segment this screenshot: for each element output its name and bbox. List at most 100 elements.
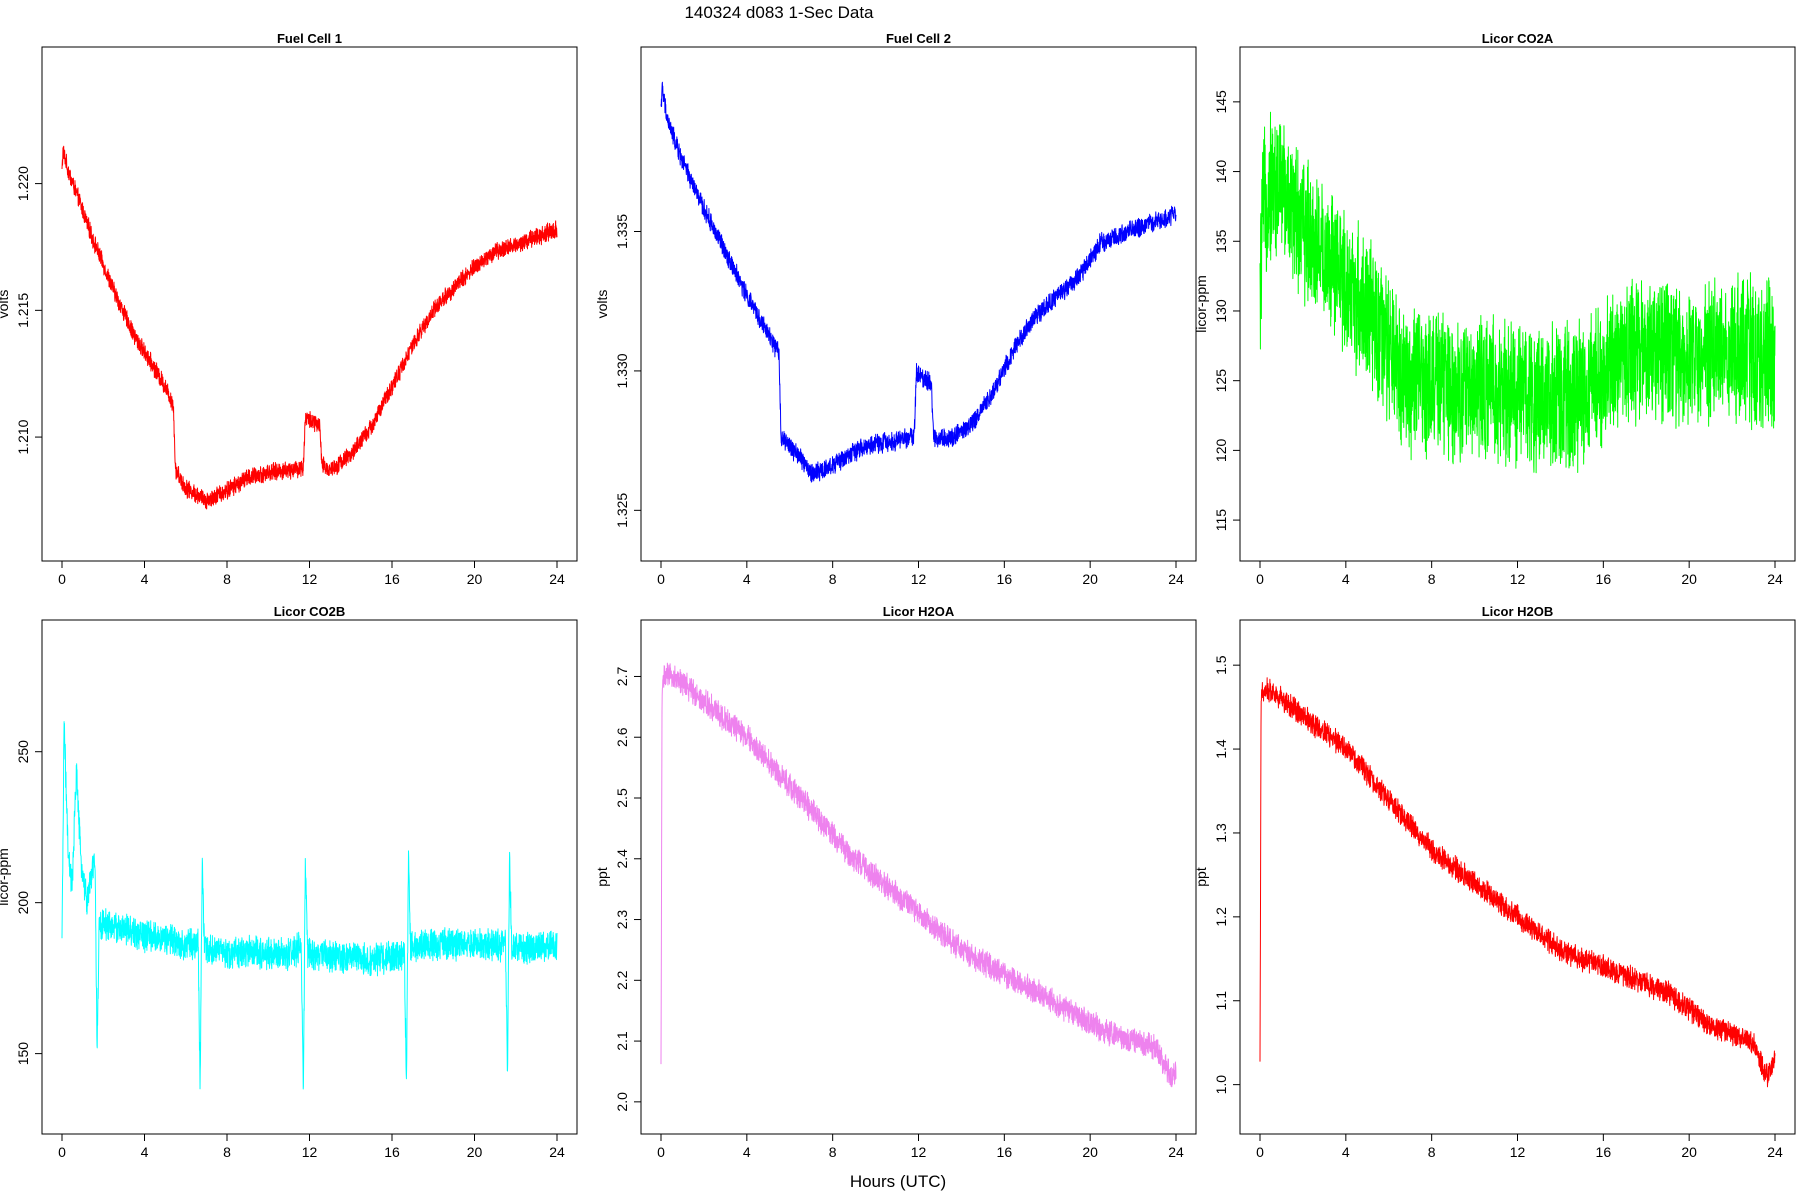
x-tick-label: 12 <box>1510 571 1526 587</box>
y-tick-label: 1.330 <box>614 353 630 388</box>
panel-title: Licor H2OB <box>1482 604 1554 619</box>
x-tick-label: 24 <box>549 571 565 587</box>
x-tick-label: 8 <box>829 571 837 587</box>
panel-4: Licor CO2B licor-ppm 0 4 8 12 16 20 24 150 200 250 <box>0 604 578 1160</box>
y-axis-label: ppt <box>1193 867 1209 887</box>
y-tick-label: 2.7 <box>614 667 630 687</box>
x-tick-label: 20 <box>1082 1144 1098 1160</box>
panel-title: Licor H2OA <box>883 604 955 619</box>
x-tick-label: 4 <box>1342 1144 1350 1160</box>
x-tick-label: 16 <box>997 571 1013 587</box>
panel-title: Licor CO2A <box>1482 31 1554 46</box>
x-tick-label: 16 <box>384 1144 400 1160</box>
series-line <box>660 81 1177 483</box>
x-tick-label: 20 <box>467 571 483 587</box>
panel-1: Fuel Cell 1 volts 0 4 8 12 16 20 24 1.210 1.215 1.2… <box>0 31 578 587</box>
x-tick-label: 12 <box>911 1144 927 1160</box>
x-tick-label: 12 <box>302 1144 318 1160</box>
y-tick-label: 135 <box>1213 229 1229 253</box>
y-tick-label: 2.1 <box>614 1031 630 1051</box>
x-tick-label: 24 <box>1168 571 1184 587</box>
x-tick-label: 12 <box>302 571 318 587</box>
panel-title: Fuel Cell 2 <box>886 31 951 46</box>
y-tick-label: 2.6 <box>614 727 630 747</box>
y-tick-label: 1.2 <box>1213 907 1229 927</box>
x-tick-label: 24 <box>1767 571 1783 587</box>
x-tick-label: 4 <box>141 1144 149 1160</box>
y-tick-label: 145 <box>1213 90 1229 114</box>
x-tick-label: 20 <box>1082 571 1098 587</box>
y-tick-label: 200 <box>15 891 31 915</box>
x-tick-label: 16 <box>1596 1144 1612 1160</box>
chart-panels: Fuel Cell 1 volts 0 4 8 12 16 20 24 1.210 1.215 1.2… <box>0 31 1796 1160</box>
y-tick-label: 130 <box>1213 299 1229 323</box>
y-tick-label: 125 <box>1213 369 1229 393</box>
x-tick-label: 0 <box>657 571 665 587</box>
y-tick-label: 1.220 <box>15 166 31 201</box>
y-tick-label: 1.3 <box>1213 823 1229 843</box>
y-axis-label: licor-ppm <box>1193 275 1209 333</box>
x-tick-label: 8 <box>829 1144 837 1160</box>
x-tick-label: 12 <box>911 571 927 587</box>
x-tick-label: 4 <box>141 571 149 587</box>
x-tick-label: 20 <box>1681 1144 1697 1160</box>
y-axis-label: volts <box>594 290 610 319</box>
y-tick-label: 140 <box>1213 160 1229 184</box>
x-tick-label: 0 <box>1256 1144 1264 1160</box>
panel-title: Fuel Cell 1 <box>277 31 342 46</box>
panel-2: Fuel Cell 2 volts 0 4 8 12 16 20 24 1.325 1.330 1.3… <box>594 31 1197 587</box>
y-tick-label: 2.5 <box>614 788 630 808</box>
x-tick-label: 24 <box>549 1144 565 1160</box>
panel-3: Licor CO2A licor-ppm 0 4 8 12 16 20 24 115 120 125 1… <box>1193 31 1796 587</box>
y-tick-label: 1.0 <box>1213 1075 1229 1095</box>
x-tick-label: 12 <box>1510 1144 1526 1160</box>
y-tick-label: 2.3 <box>614 910 630 930</box>
y-axis-label: ppt <box>594 867 610 887</box>
y-tick-label: 1.5 <box>1213 655 1229 675</box>
y-tick-label: 1.210 <box>15 419 31 454</box>
plot-frame <box>640 46 1197 562</box>
x-tick-label: 0 <box>58 1144 66 1160</box>
series-line <box>61 145 558 510</box>
x-tick-label: 24 <box>1767 1144 1783 1160</box>
x-tick-label: 8 <box>223 571 231 587</box>
series-line <box>1259 111 1776 474</box>
panel-title: Licor CO2B <box>274 604 346 619</box>
series-line <box>660 662 1177 1088</box>
x-tick-label: 16 <box>384 571 400 587</box>
x-tick-label: 8 <box>223 1144 231 1160</box>
x-tick-label: 4 <box>743 1144 751 1160</box>
panel-6: Licor H2OB ppt 0 4 8 12 16 20 24 1.0 1.1 1.2 1.3 1.4 1… <box>1193 604 1796 1160</box>
y-tick-label: 1.335 <box>614 214 630 249</box>
x-tick-label: 20 <box>1681 571 1697 587</box>
y-tick-label: 250 <box>15 740 31 764</box>
y-tick-label: 1.215 <box>15 293 31 328</box>
y-tick-label: 1.325 <box>614 493 630 528</box>
panel-5: Licor H2OA ppt 0 4 8 12 16 20 24 2.0 2.1 2.2 2.3 2.4 2… <box>594 604 1197 1160</box>
y-tick-label: 1.1 <box>1213 991 1229 1011</box>
x-tick-label: 8 <box>1428 571 1436 587</box>
plot-frame <box>1239 619 1796 1135</box>
y-axis-label: volts <box>0 290 11 319</box>
x-tick-label: 24 <box>1168 1144 1184 1160</box>
x-tick-label: 16 <box>997 1144 1013 1160</box>
figure-title: 140324 d083 1-Sec Data <box>684 3 874 22</box>
y-tick-label: 150 <box>15 1042 31 1066</box>
x-tick-label: 20 <box>467 1144 483 1160</box>
x-tick-label: 0 <box>1256 571 1264 587</box>
x-tick-label: 4 <box>1342 571 1350 587</box>
x-tick-label: 4 <box>743 571 751 587</box>
y-axis-label: licor-ppm <box>0 848 11 906</box>
y-tick-label: 1.4 <box>1213 739 1229 759</box>
y-tick-label: 2.0 <box>614 1092 630 1112</box>
plot-frame <box>640 619 1197 1135</box>
y-tick-label: 2.2 <box>614 970 630 990</box>
plot-frame <box>41 619 578 1135</box>
series-line <box>1259 677 1776 1088</box>
y-tick-label: 2.4 <box>614 849 630 869</box>
y-tick-label: 120 <box>1213 438 1229 462</box>
x-tick-label: 16 <box>1596 571 1612 587</box>
series-line <box>61 721 558 1090</box>
